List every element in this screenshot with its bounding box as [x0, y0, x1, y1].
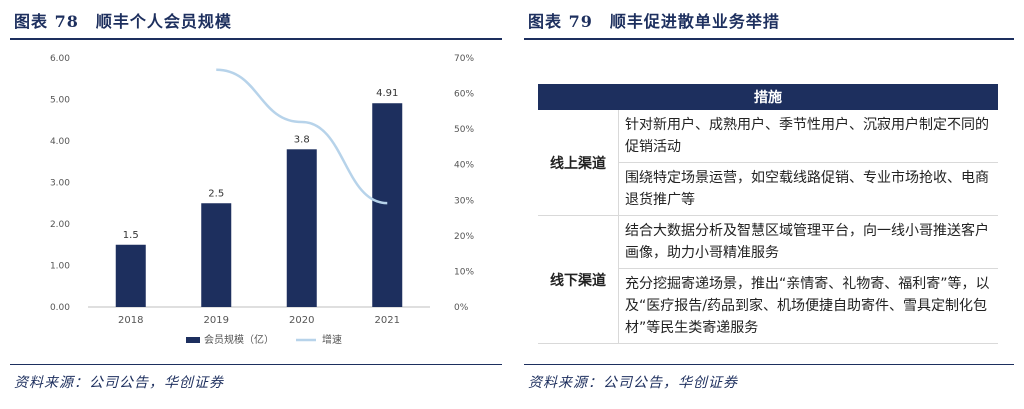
bar [115, 244, 146, 307]
right-tick-label: 10% [454, 267, 474, 277]
left-tick-label: 0.00 [50, 303, 70, 313]
category-online: 线上渠道 [538, 110, 619, 216]
left-tick-label: 4.00 [50, 137, 70, 147]
right-tick-label: 30% [454, 196, 474, 206]
right-tick-label: 70% [454, 54, 474, 64]
table-header: 措施 [538, 84, 998, 110]
chart-title: 图表 78 顺丰个人会员规模 [14, 12, 232, 31]
x-tick-label: 2019 [204, 315, 229, 326]
legend-label: 会员规模（亿） [204, 333, 274, 346]
left-tick-label: 5.00 [50, 96, 70, 106]
legend-swatch-bar [186, 337, 200, 343]
right-tick-label: 0% [454, 303, 469, 313]
measure-item: 围绕特定场景运营，如空载线路促销、专业市场抢收、电商退货推广等 [618, 162, 998, 216]
table-title: 图表 79 顺丰促进散单业务举措 [528, 12, 780, 31]
right-tick-label: 50% [454, 125, 474, 135]
bar [286, 149, 317, 307]
left-tick-label: 2.00 [50, 220, 70, 230]
growth-line [216, 68, 388, 205]
legend-label: 增速 [322, 333, 342, 346]
measures-table: 措施 线上渠道 针对新用户、成熟用户、季节性用户、沉寂用户制定不同的促销活动 围… [538, 84, 998, 344]
chart-source: 资料来源：公司公告，华创证券 [14, 375, 224, 391]
measure-item: 充分挖掘寄递场景，推出“亲情寄、礼物寄、福利寄”等，以及“医疗报告/药品到家、机… [618, 268, 998, 344]
title-rule [10, 38, 502, 40]
footer-rule [10, 364, 502, 365]
bar-value-label: 4.91 [376, 88, 398, 99]
right-tick-label: 60% [454, 90, 474, 100]
bar [372, 103, 403, 307]
footer-rule-right [524, 364, 1014, 365]
measure-item: 结合大数据分析及智慧区域管理平台，向一线小哥推送客户画像，助力小哥精准服务 [618, 215, 998, 269]
left-tick-label: 6.00 [50, 54, 70, 64]
bar [201, 203, 232, 307]
category-offline: 线下渠道 [538, 215, 619, 344]
table-source: 资料来源：公司公告，华创证券 [528, 375, 738, 391]
bar-value-label: 2.5 [208, 188, 224, 199]
measure-item: 针对新用户、成熟用户、季节性用户、沉寂用户制定不同的促销活动 [618, 110, 998, 163]
x-tick-label: 2018 [118, 315, 143, 326]
bar-value-label: 3.8 [294, 134, 310, 145]
right-tick-label: 20% [454, 232, 474, 242]
x-tick-label: 2020 [289, 315, 314, 326]
left-tick-label: 3.00 [50, 179, 70, 189]
x-tick-label: 2021 [375, 315, 400, 326]
bar-value-label: 1.5 [123, 230, 139, 241]
left-tick-label: 1.00 [50, 262, 70, 272]
right-tick-label: 40% [454, 161, 474, 171]
member-scale-chart: 0.00 1.00 2.00 3.00 4.00 5.00 6.00 0% 10% 20% 30% 4… [50, 54, 474, 346]
title-rule-right [524, 38, 1014, 40]
